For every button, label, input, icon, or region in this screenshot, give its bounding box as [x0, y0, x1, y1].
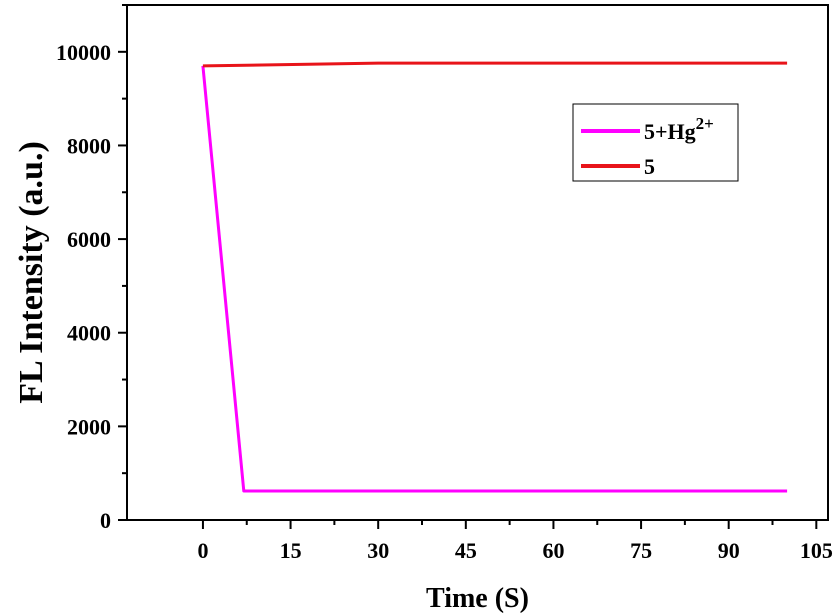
series-line-1 — [201, 65, 788, 493]
y-tick-label: 8000 — [67, 133, 111, 158]
x-tick-label: 15 — [280, 538, 302, 563]
x-tick-label: 30 — [367, 538, 389, 563]
x-tick-label: 60 — [542, 538, 564, 563]
x-axis: 0 15 30 45 60 75 90 105 — [197, 520, 833, 563]
y-tick-label: 10000 — [56, 40, 111, 65]
legend-label: 5+Hg2+ — [644, 114, 714, 144]
series-layer — [201, 61, 788, 493]
x-tick-label: 90 — [718, 538, 740, 563]
y-axis-title: FL Intensity (a.u.) — [13, 141, 50, 404]
y-tick-label: 2000 — [67, 414, 111, 439]
y-axis: 0 2000 4000 6000 8000 10000 — [56, 4, 127, 533]
x-tick-label: 0 — [197, 538, 208, 563]
plot-frame — [126, 4, 829, 521]
y-tick-label: 0 — [100, 508, 111, 533]
legend-label: 5 — [644, 154, 655, 179]
x-tick-label: 105 — [800, 538, 833, 563]
x-tick-label: 45 — [455, 538, 477, 563]
plot-area — [126, 4, 829, 521]
y-tick-label: 6000 — [67, 227, 111, 252]
x-axis-title: Time (S) — [426, 583, 529, 614]
y-tick-label: 4000 — [67, 321, 111, 346]
legend-box — [572, 103, 739, 182]
series-line-2 — [202, 61, 788, 68]
legend: 5+Hg2+ 5 — [572, 103, 739, 182]
x-tick-label: 75 — [630, 538, 652, 563]
